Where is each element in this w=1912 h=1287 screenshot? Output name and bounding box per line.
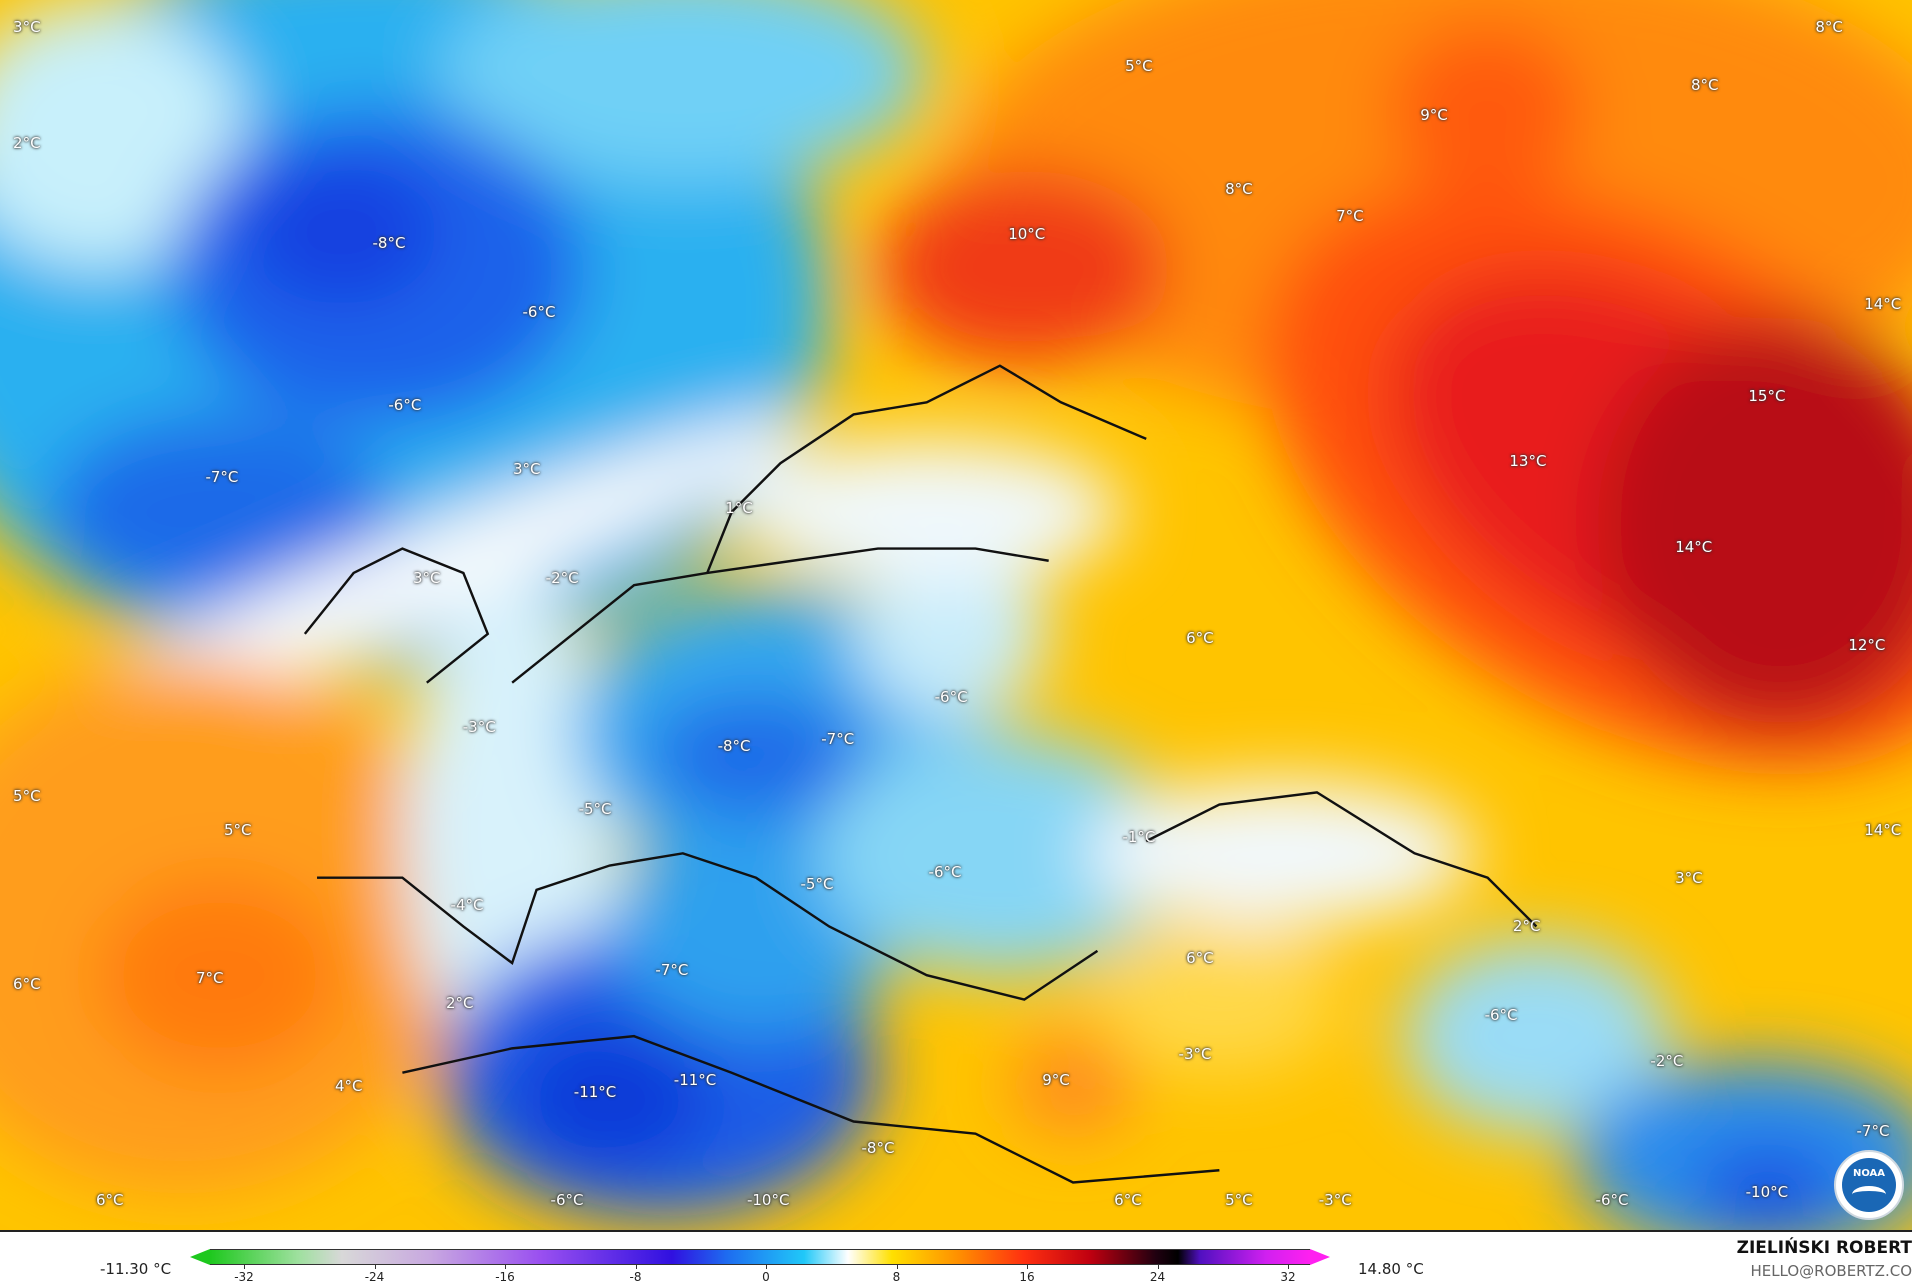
tick-mark [244,1264,245,1269]
temperature-label: 1°C [725,499,753,518]
temperature-label: 6°C [1186,628,1214,647]
tick-mark [766,1264,767,1269]
temperature-label: -6°C [550,1190,584,1209]
temperature-label: 3°C [1675,868,1703,887]
temperature-label: 8°C [1815,17,1843,36]
tick-mark [1027,1264,1028,1269]
tick-label: -16 [495,1270,515,1284]
temperature-label: 2°C [445,994,474,1013]
temperature-label: 3°C [413,568,441,587]
author-email: HELLO@ROBERTZ.CO [1750,1262,1912,1280]
temperature-label: 3°C [13,17,41,36]
temperature-label: -7°C [821,729,855,748]
colorbar-left-arrow [190,1249,210,1265]
tick-mark [1288,1264,1289,1269]
temperature-label: -3°C [1318,1190,1352,1209]
tick-mark [635,1264,637,1269]
tick-label: -24 [364,1270,385,1284]
temperature-label: 5°C [13,787,41,806]
temperature-label: -2°C [545,568,579,587]
temperature-label: -6°C [1484,1006,1518,1025]
temperature-label: 5°C [1125,56,1153,75]
tick-label: 0 [762,1270,770,1284]
temperature-label: -3°C [1178,1045,1212,1064]
temperature-label: 15°C [1748,387,1786,406]
temperature-label: -6°C [388,395,422,414]
temperature-label: 5°C [224,821,252,840]
temperature-label: 2°C [1512,917,1541,936]
colorbar-right-arrow [1310,1249,1330,1265]
noaa-logo-text: NOAA [1852,1168,1886,1179]
temperature-label: 9°C [1420,105,1448,124]
temperature-label: -5°C [578,800,612,819]
temperature-label: 5°C [1225,1190,1253,1209]
tick-label: 16 [1019,1270,1035,1284]
temperature-label: -7°C [655,961,689,980]
color-legend: -11.30 °C -32 -24 -16 -8 0 8 16 24 32 14.80 °C Z… [0,1232,1912,1287]
temperature-label: -11°C [573,1083,617,1102]
temperature-label: 7°C [195,968,224,987]
temperature-label: 14°C [1675,538,1713,557]
temperature-label: -10°C [746,1190,790,1209]
temperature-label: -6°C [1595,1190,1629,1209]
coastlines [303,364,1538,1184]
temperature-label: 14°C [1864,294,1902,313]
tick-mark [374,1264,376,1269]
temperature-label: -8°C [861,1139,895,1158]
tick-label: 8 [892,1270,901,1284]
temperature-label: -5°C [800,874,834,893]
temperature-label: 6°C [13,974,41,993]
temperature-label: 9°C [1042,1071,1070,1090]
temperature-label: -8°C [372,233,406,252]
temperature-label: 13°C [1509,451,1547,470]
tick-mark [505,1264,506,1269]
colorbar [210,1249,1310,1265]
temperature-label: 7°C [1336,206,1364,225]
legend-max-value: 14.80 °C [1358,1260,1424,1278]
temperature-label: -11°C [673,1071,717,1090]
temperature-label: -2°C [1650,1051,1684,1070]
author-name: ZIELIŃSKI ROBERT [1736,1238,1912,1258]
tick-label: -32 [234,1270,254,1284]
tick-mark [896,1264,898,1269]
tick-label: 32 [1280,1270,1296,1284]
tick-mark [1157,1264,1159,1269]
tick-label: 24 [1149,1270,1166,1284]
temperature-label: -6°C [934,688,968,707]
temperature-label: 8°C [1225,179,1253,198]
legend-min-value: -11.30 °C [100,1260,172,1278]
temperature-label: 6°C [1186,949,1214,968]
temperature-label: 12°C [1848,635,1886,654]
tick-label: -8 [629,1270,642,1284]
temperature-label: 6°C [95,1190,124,1209]
temperature-label: 2°C [13,133,41,152]
temperature-label: 6°C [1114,1190,1142,1209]
temperature-label: -7°C [205,467,239,486]
temperature-label: 14°C [1864,821,1902,840]
temperature-label: -6°C [522,303,556,322]
temperature-label: 8°C [1690,76,1719,95]
temperature-label: -1°C [1122,828,1156,847]
gull-icon [1852,1186,1886,1203]
temperature-label: -6°C [928,862,962,881]
temperature-field [0,0,1912,1230]
temperature-label: 4°C [334,1077,363,1096]
temperature-label: -8°C [717,737,751,756]
temperature-label: 10°C [1008,225,1046,244]
temperature-label: -3°C [462,717,496,736]
temperature-label: -7°C [1856,1122,1890,1141]
temperature-label: -10°C [1745,1183,1789,1202]
temperature-label: -4°C [450,895,484,914]
noaa-logo: NOAA [1834,1150,1904,1220]
temperature-label: 3°C [513,460,541,479]
temperature-anomaly-map: 3°C 2°C -8°C -6°C -6°C -7°C 3°C 1°C 3°C -2°C 5°C 8°… [0,0,1912,1232]
